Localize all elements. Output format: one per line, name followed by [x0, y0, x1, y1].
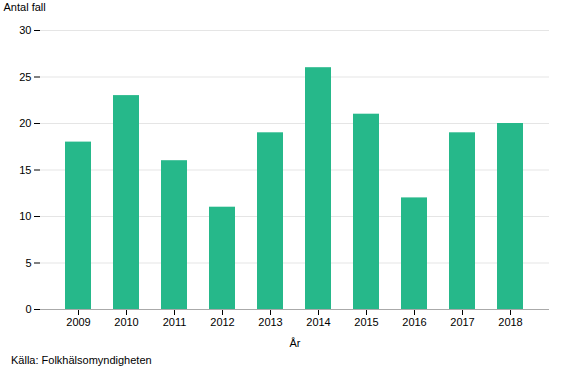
svg-text:2017: 2017: [450, 316, 474, 328]
svg-text:20: 20: [19, 117, 31, 129]
svg-text:År: År: [290, 337, 301, 349]
svg-text:2012: 2012: [210, 316, 234, 328]
svg-text:2009: 2009: [66, 316, 90, 328]
svg-text:2018: 2018: [498, 316, 522, 328]
html-text:Källa: Folkhälsomyndigheten: Källa: Folkhälsomyndigheten: [11, 354, 152, 366]
svg-text:30: 30: [19, 24, 31, 36]
svg-text:5: 5: [25, 257, 31, 269]
svg-text:2010: 2010: [114, 316, 138, 328]
svg-text:25: 25: [19, 71, 31, 83]
svg-text:0: 0: [25, 303, 31, 315]
svg-text:2016: 2016: [402, 316, 426, 328]
svg-text:2013: 2013: [258, 316, 282, 328]
svg-text:2011: 2011: [163, 316, 187, 328]
svg-text:Antal fall: Antal fall: [4, 1, 46, 13]
svg-text:2014: 2014: [306, 316, 330, 328]
svg-text:15: 15: [19, 164, 31, 176]
svg-text:10: 10: [19, 210, 31, 222]
svg-text:2015: 2015: [354, 316, 378, 328]
